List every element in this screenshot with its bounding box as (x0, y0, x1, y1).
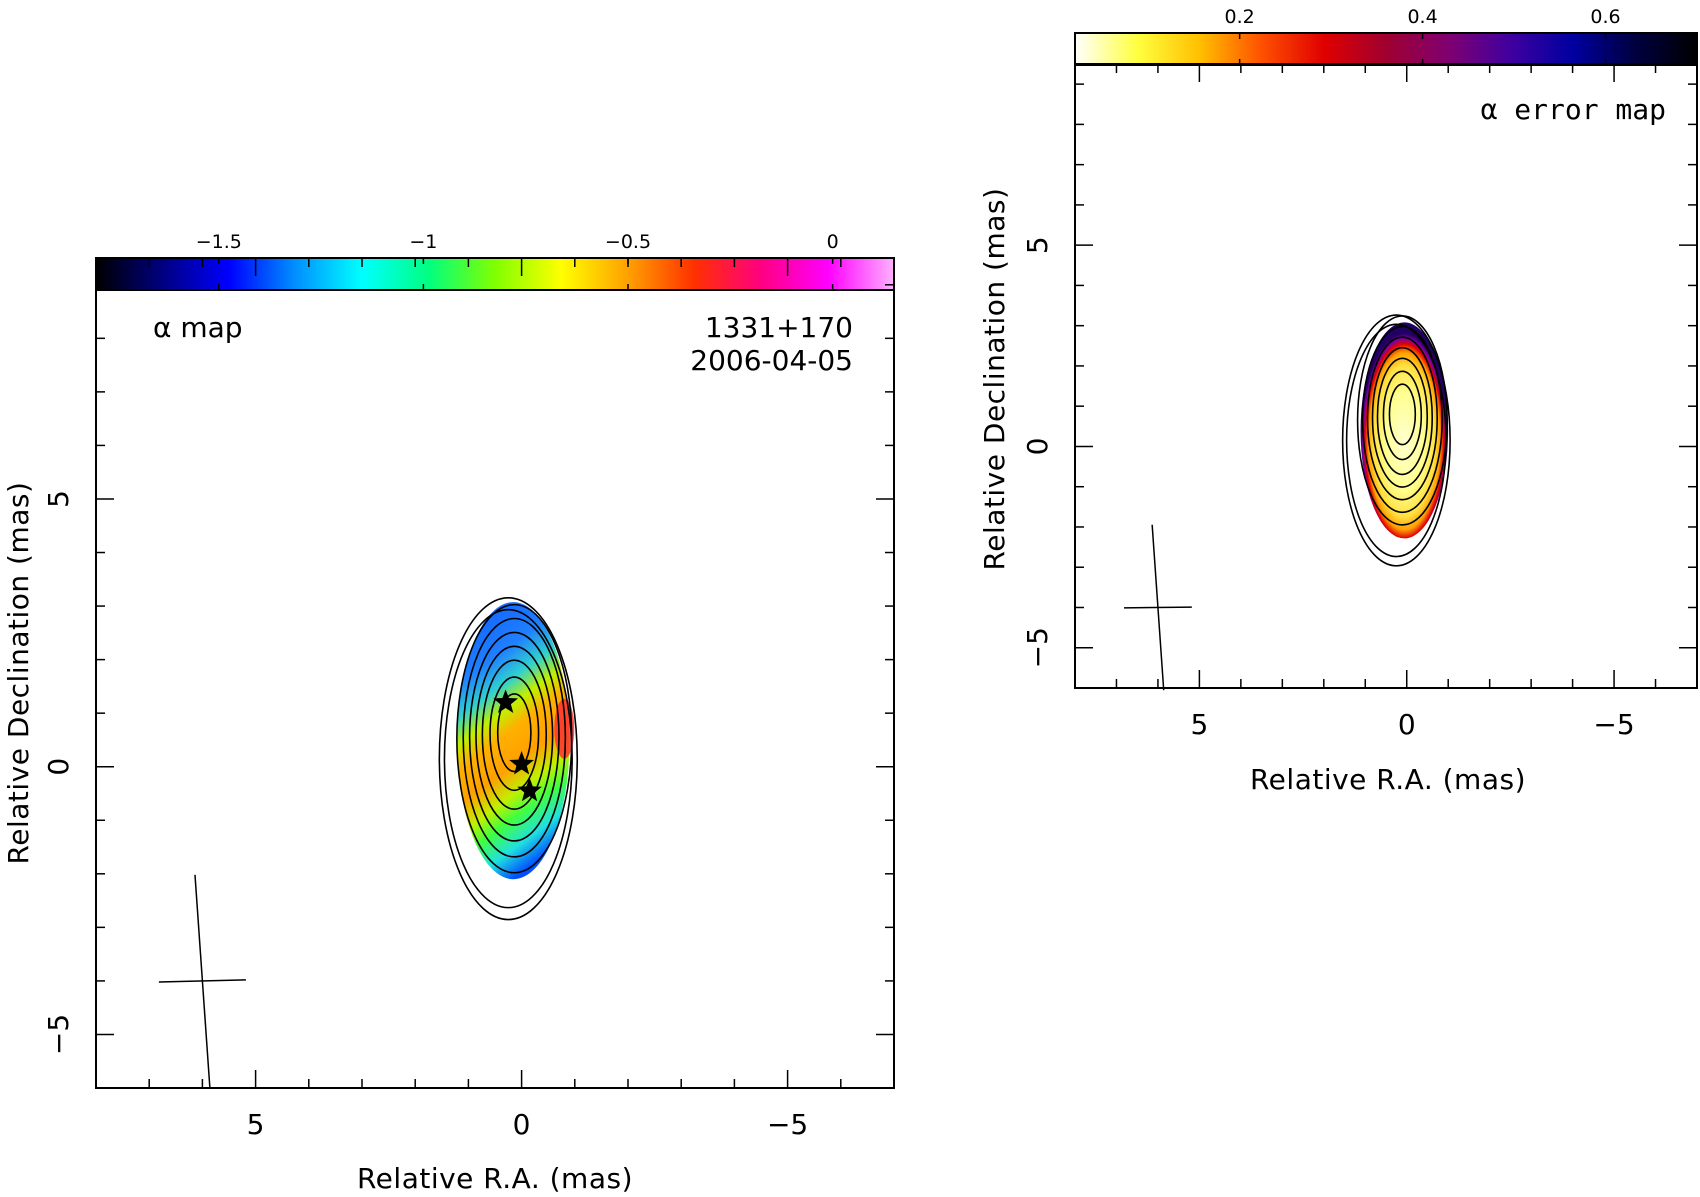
x-tick-label: 0 (513, 1108, 531, 1141)
y-tick-label: 5 (1021, 236, 1054, 254)
y-tick-label: 0 (1021, 438, 1054, 456)
colorbar-tick-label: −0.5 (605, 231, 651, 253)
flux-contour (468, 631, 560, 842)
beam-minor-axis (158, 979, 246, 983)
alpha-error-map-x-axis-title: Relative R.A. (mas) (1250, 763, 1526, 796)
flux-contour (1356, 315, 1448, 526)
alpha-error-map-axes: 5 0 −5 −5 0 5 (1021, 64, 1697, 741)
alpha-map-frame (95, 257, 895, 1089)
colorbar-tick-label: 0.2 (1225, 6, 1255, 28)
flux-contour (481, 659, 548, 810)
beam-minor-axis (1124, 606, 1192, 609)
colorbar-tick-label: 0.4 (1407, 6, 1437, 28)
colorbar-tick-label: 0 (827, 231, 839, 253)
x-tick-label: −5 (767, 1108, 808, 1141)
colorbar-tick-label: 0.6 (1590, 6, 1620, 28)
alpha-map-y-axis-title: Relative Declination (mas) (2, 482, 35, 865)
alpha-error-map-y-axis-title: Relative Declination (mas) (978, 188, 1011, 571)
y-tick-label: 5 (42, 490, 75, 508)
alpha-map-emission (438, 597, 579, 921)
alpha-map-source-name: 1331+170 (705, 311, 853, 344)
alpha-map-panel-label: α map (153, 311, 243, 344)
flux-contour (496, 693, 532, 773)
alpha-map-panel: −1.5 −1 −0.5 0 5 0 −5 −5 0 5 α map 1331+170 2006… (2, 231, 895, 1195)
x-tick-label: −5 (1593, 708, 1634, 741)
alpha-error-colorbar-ticks: 0.2 0.4 0.6 (1225, 6, 1621, 65)
flux-contour (1341, 314, 1451, 567)
x-tick-label: 0 (1398, 708, 1416, 741)
y-tick-label: 0 (42, 758, 75, 776)
flux-contour (1376, 357, 1429, 476)
flux-contour (1382, 370, 1423, 461)
colorbar-tick-label: −1 (409, 231, 437, 253)
alpha-error-map-panel-label: α error map (1481, 93, 1666, 126)
x-tick-label: 5 (247, 1108, 265, 1141)
alpha-error-map-panel: 0.2 0.4 0.6 5 0 −5 −5 0 5 α error map Relative … (978, 6, 1698, 796)
component-star-marker (493, 689, 518, 713)
flux-contour (1371, 346, 1434, 488)
alpha-map-x-axis-title: Relative R.A. (mas) (357, 1162, 633, 1195)
flux-contour (1366, 336, 1438, 501)
alpha-error-colorbar (1074, 32, 1698, 66)
flux-contour (456, 603, 573, 874)
alpha-map-observation-date: 2006-04-05 (690, 344, 853, 377)
component-star-marker (517, 777, 542, 802)
flux-contour (489, 676, 540, 792)
alpha-error-map-beam-cross (1124, 524, 1192, 691)
alpha-colorbar-ticks: −1.5 −1 −0.5 0 (196, 231, 839, 290)
flux-contour (475, 645, 554, 826)
y-tick-label: −5 (42, 1014, 75, 1055)
colorbar-tick-label: −1.5 (196, 231, 242, 253)
alpha-error-map-frame (1074, 63, 1698, 689)
flux-contour (1361, 325, 1443, 514)
flux-contour (438, 597, 579, 921)
alpha-error-emission (1341, 314, 1451, 567)
y-tick-label: −5 (1021, 627, 1054, 668)
x-tick-label: 5 (1190, 708, 1208, 741)
flux-contour (443, 608, 573, 909)
component-star-marker (509, 751, 534, 775)
flux-contour (462, 617, 567, 858)
alpha-map-axes: 5 0 −5 −5 0 5 (42, 258, 894, 1141)
alpha-map-beam-cross (158, 874, 246, 1088)
alpha-colorbar (95, 257, 895, 291)
flux-contour (1388, 383, 1417, 446)
